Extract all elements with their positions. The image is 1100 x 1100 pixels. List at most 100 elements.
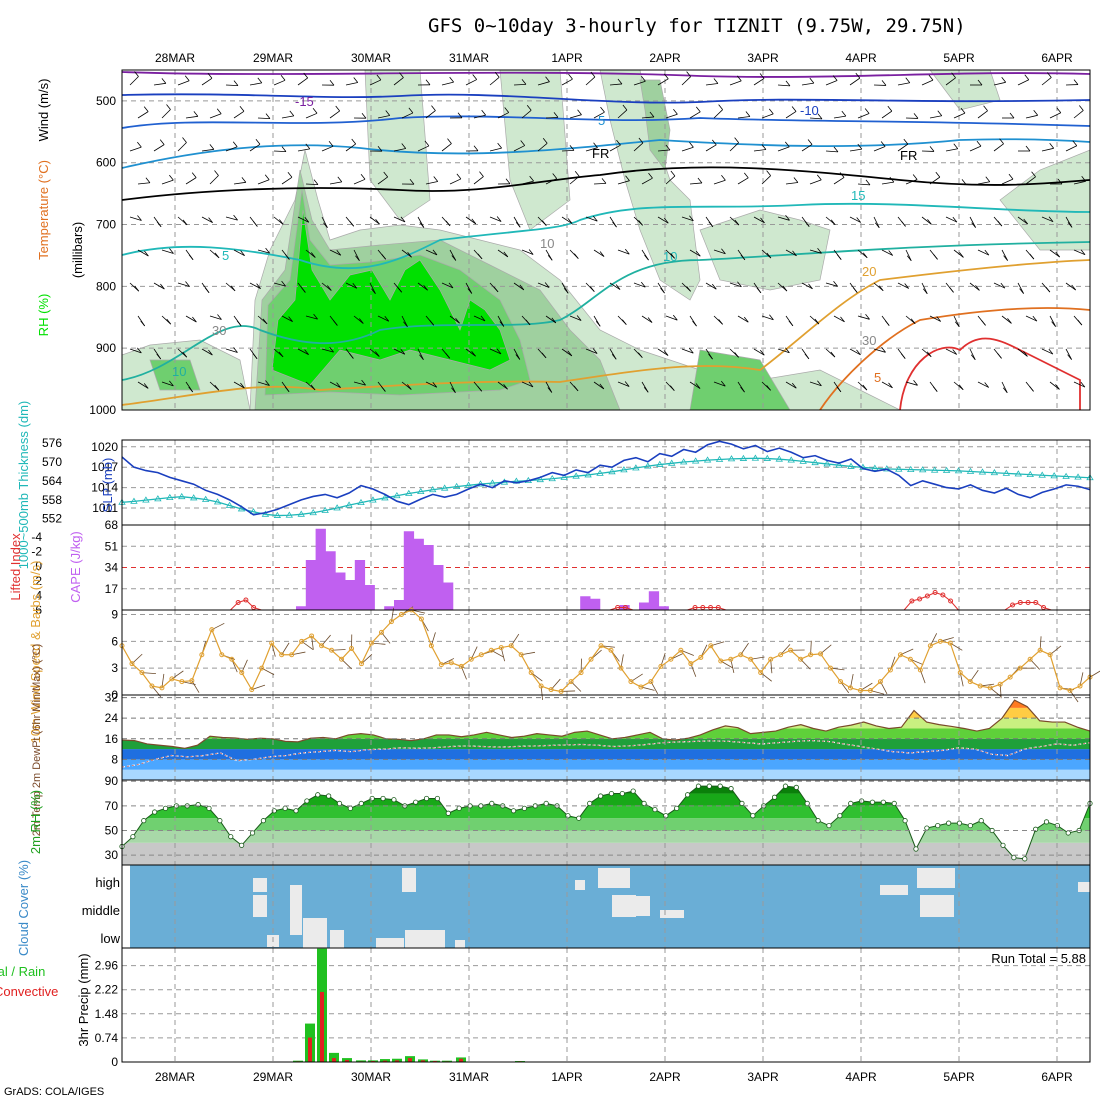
thickness-marker bbox=[608, 468, 616, 475]
wind-speed-point bbox=[289, 652, 295, 658]
date-label-top: 2APR bbox=[649, 51, 681, 65]
wind-tick-label: 0 bbox=[111, 688, 118, 702]
wind-speed-point bbox=[229, 656, 235, 662]
precip-convective-bar bbox=[320, 991, 324, 1062]
wind-barb-flag bbox=[521, 79, 527, 85]
cape-bar bbox=[315, 528, 326, 610]
li-point bbox=[917, 596, 923, 602]
contour-label: 30 bbox=[212, 323, 226, 338]
wind-barb bbox=[561, 216, 573, 224]
rh-point bbox=[695, 783, 702, 789]
temp-tick-label: 16 bbox=[105, 732, 119, 746]
wind-barb-flag bbox=[888, 250, 894, 256]
wind-barb bbox=[473, 315, 486, 322]
wind-barb bbox=[777, 348, 790, 354]
rh-point bbox=[597, 793, 604, 799]
rh-point bbox=[924, 825, 930, 831]
wind-barb-flag bbox=[638, 137, 644, 144]
wind-barb-flag bbox=[547, 255, 553, 261]
wind-barb bbox=[545, 315, 557, 324]
wind-barb-flag bbox=[403, 321, 408, 327]
wind-barb-flag bbox=[360, 174, 366, 180]
wind-speed-point bbox=[508, 643, 514, 649]
wind-barb-flag bbox=[932, 386, 938, 392]
contour-label: 30 bbox=[862, 333, 876, 348]
wind-barb-flag bbox=[544, 282, 550, 288]
wind-barb-flag bbox=[137, 215, 142, 221]
rh-point bbox=[837, 813, 843, 819]
wind-barb bbox=[137, 249, 149, 257]
wind-barb bbox=[393, 148, 406, 152]
wind-barb-flag bbox=[520, 140, 526, 146]
li-point bbox=[948, 598, 954, 604]
thickness-marker bbox=[691, 457, 700, 464]
thickness-marker bbox=[918, 466, 927, 473]
temp-band bbox=[122, 738, 1090, 750]
wind-barb-flag bbox=[833, 281, 838, 287]
wind-barb bbox=[465, 216, 477, 225]
wind-speed-point bbox=[618, 665, 624, 671]
wind-barb-flag bbox=[830, 219, 836, 225]
thickness-marker bbox=[536, 475, 544, 483]
thickness-marker bbox=[1062, 472, 1070, 479]
temperature-contour bbox=[121, 71, 1091, 78]
wind-barb-flag bbox=[1049, 143, 1055, 149]
thickness-marker bbox=[727, 455, 736, 462]
contour-label: 20 bbox=[862, 264, 876, 279]
thickness-marker bbox=[644, 462, 652, 469]
wind-speed-point bbox=[438, 662, 444, 668]
wind-speed-point bbox=[209, 627, 215, 633]
wind-barb-flag bbox=[759, 73, 765, 79]
wind-barb-flag bbox=[169, 380, 174, 387]
wind-barb bbox=[305, 249, 316, 258]
date-label-bottom: 31MAR bbox=[449, 1070, 489, 1084]
wind-barb bbox=[689, 381, 701, 389]
rh-point bbox=[739, 800, 745, 807]
wind-barb bbox=[497, 249, 509, 258]
wind-barb bbox=[785, 381, 797, 389]
wind-barb-flag bbox=[264, 174, 270, 180]
wind-barb-flag bbox=[695, 106, 701, 113]
wind-barb bbox=[1001, 381, 1008, 393]
rh-point bbox=[684, 792, 691, 798]
wind-barb-flag bbox=[734, 137, 739, 143]
wind-barb-flag bbox=[574, 171, 580, 177]
rh-shading bbox=[699, 209, 831, 291]
wind-barb-flag bbox=[590, 71, 596, 78]
wind-barb-flag bbox=[959, 252, 964, 258]
slp-tick-label: 1011 bbox=[92, 501, 118, 515]
wind-barb-flag bbox=[262, 318, 268, 325]
wind-barb-flag bbox=[541, 352, 547, 359]
wind-barb-flag bbox=[451, 255, 457, 261]
wind-barb-flag bbox=[901, 221, 906, 227]
precip-legend-total: tal / Rain bbox=[0, 964, 45, 979]
cloud-cover-patch bbox=[636, 896, 650, 916]
wind-barb-flag bbox=[303, 72, 309, 79]
wind-barb-flag bbox=[1031, 171, 1036, 178]
wind-barb bbox=[489, 216, 502, 222]
rh-point bbox=[717, 783, 723, 789]
wind-barb-flag bbox=[1047, 72, 1052, 78]
wind-speed-point bbox=[1007, 674, 1013, 680]
wind-barb-flag bbox=[169, 174, 174, 181]
wind-barb-flag bbox=[381, 253, 387, 260]
thickness-marker bbox=[178, 492, 186, 500]
wind-speed-point bbox=[279, 652, 285, 658]
wind-barb bbox=[393, 348, 405, 355]
wind-barb bbox=[129, 76, 139, 86]
wind-speed-point bbox=[428, 643, 434, 649]
wind-barb bbox=[329, 249, 341, 256]
wind-barb-flag bbox=[385, 110, 391, 116]
rh-point bbox=[826, 822, 832, 829]
wind-barb-flag bbox=[984, 382, 990, 388]
wind-barb bbox=[249, 282, 261, 289]
wind-barb bbox=[297, 348, 309, 355]
wind-barb-flag bbox=[689, 215, 694, 221]
wind-barb bbox=[1017, 79, 1029, 86]
wind-barb-flag bbox=[833, 146, 839, 153]
thickness-marker bbox=[679, 458, 688, 465]
wind-tick-label: 3 bbox=[111, 661, 118, 675]
wind-barb-flag bbox=[433, 176, 439, 182]
wind-barb bbox=[713, 109, 723, 119]
wind-barb-flag bbox=[641, 76, 646, 82]
